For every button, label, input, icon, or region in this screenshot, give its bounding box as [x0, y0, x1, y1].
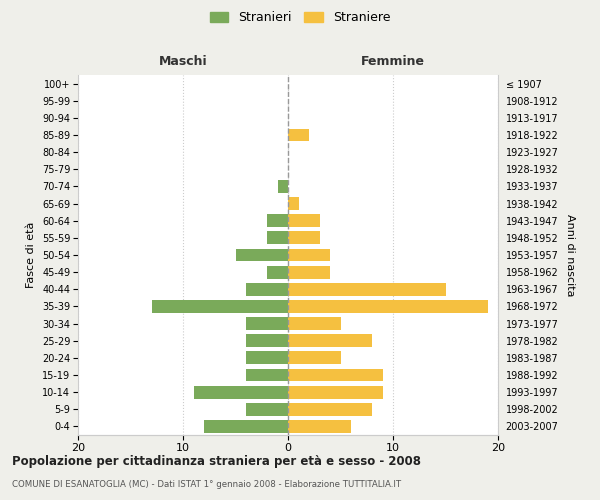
Bar	[288, 248, 330, 262]
Bar	[267, 232, 288, 244]
Bar	[246, 317, 288, 330]
Bar	[246, 368, 288, 382]
Bar	[288, 214, 320, 227]
Bar	[288, 420, 351, 433]
Bar	[288, 197, 299, 210]
Bar	[288, 386, 383, 398]
Bar	[277, 180, 288, 193]
Bar	[288, 317, 341, 330]
Bar	[267, 266, 288, 278]
Bar	[246, 334, 288, 347]
Bar	[288, 334, 372, 347]
Bar	[246, 352, 288, 364]
Text: Popolazione per cittadinanza straniera per età e sesso - 2008: Popolazione per cittadinanza straniera p…	[12, 455, 421, 468]
Bar	[204, 420, 288, 433]
Y-axis label: Anni di nascita: Anni di nascita	[565, 214, 575, 296]
Bar	[288, 266, 330, 278]
Text: Maschi: Maschi	[158, 55, 208, 68]
Bar	[288, 283, 445, 296]
Bar	[288, 128, 309, 141]
Bar	[288, 300, 487, 313]
Bar	[246, 403, 288, 415]
Bar	[288, 403, 372, 415]
Bar	[288, 232, 320, 244]
Bar	[267, 214, 288, 227]
Legend: Stranieri, Straniere: Stranieri, Straniere	[205, 6, 395, 29]
Bar	[246, 283, 288, 296]
Text: COMUNE DI ESANATOGLIA (MC) - Dati ISTAT 1° gennaio 2008 - Elaborazione TUTTITALI: COMUNE DI ESANATOGLIA (MC) - Dati ISTAT …	[12, 480, 401, 489]
Bar	[288, 352, 341, 364]
Text: Femmine: Femmine	[361, 55, 425, 68]
Bar	[151, 300, 288, 313]
Y-axis label: Fasce di età: Fasce di età	[26, 222, 37, 288]
Bar	[193, 386, 288, 398]
Bar	[288, 368, 383, 382]
Bar	[235, 248, 288, 262]
